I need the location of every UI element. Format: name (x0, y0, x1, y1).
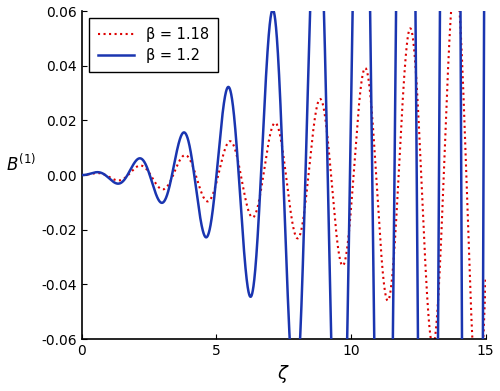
X-axis label: $\zeta$: $\zeta$ (278, 364, 290, 386)
β = 1.18 (318, 97, 324, 102)
β = 1.18 (482, 276, 488, 281)
Line: β = 1.18: β = 1.18 (82, 0, 485, 391)
Y-axis label: $B^{(1)}$: $B^{(1)}$ (6, 154, 36, 175)
β = 1.18 (225, 140, 231, 145)
β = 1.18 (79, 173, 85, 178)
β = 1.18 (400, 97, 406, 102)
Line: β = 1.2: β = 1.2 (82, 0, 485, 391)
β = 1.2 (225, 84, 231, 89)
β = 1.2 (99, 171, 105, 176)
Legend: β = 1.18, β = 1.2: β = 1.18, β = 1.2 (89, 18, 218, 72)
β = 1.18 (336, 248, 342, 253)
β = 1.18 (378, 251, 384, 256)
β = 1.18 (99, 171, 105, 176)
β = 1.2 (79, 173, 85, 178)
